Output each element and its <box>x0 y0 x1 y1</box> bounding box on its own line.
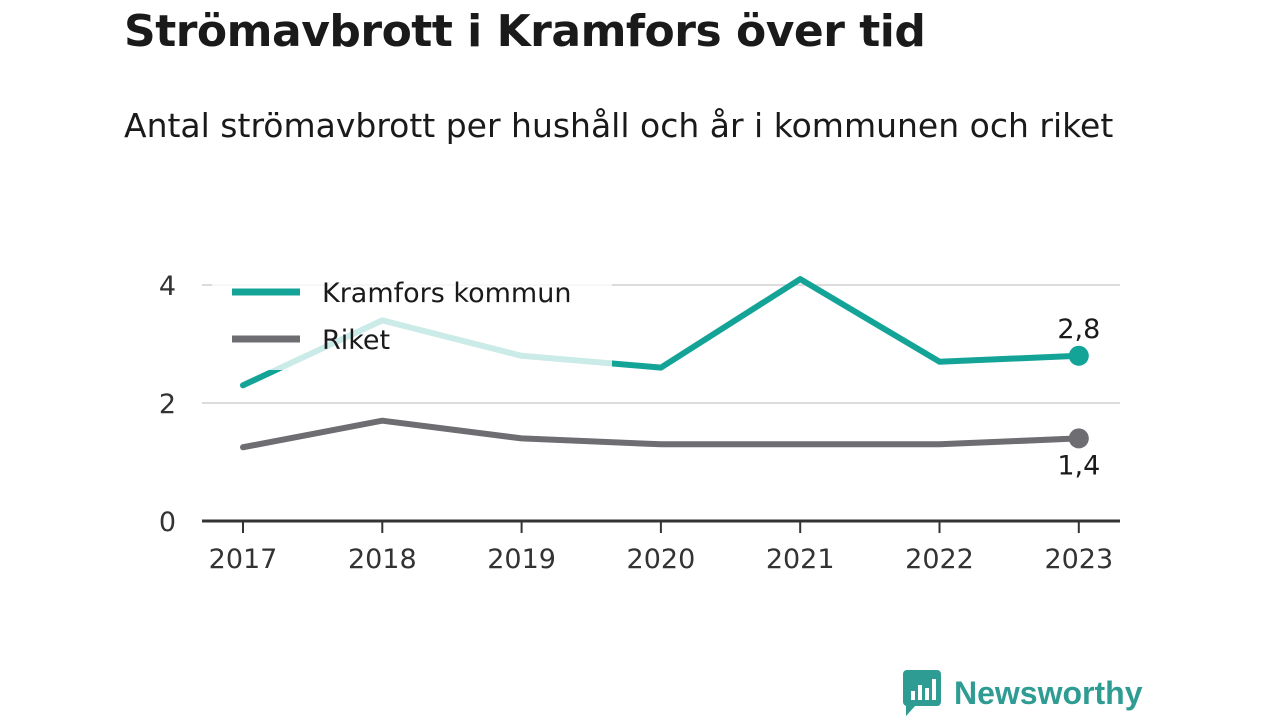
chart-subtitle: Antal strömavbrott per hushåll och år i … <box>124 106 1114 145</box>
y-tick-label: 4 <box>159 271 176 302</box>
end-label-kramfors: 2,8 <box>1057 314 1100 345</box>
x-tick-label: 2023 <box>1044 544 1113 575</box>
brand-name: Newsworthy <box>954 674 1143 711</box>
end-marker-riket <box>1068 428 1089 449</box>
line-chart: 0 2 4 2017 2018 2019 2020 2021 2022 2023 2,8 1,4 Kra… <box>158 262 1120 575</box>
series-line-riket <box>240 417 1082 451</box>
chart-title: Strömavbrott i Kramfors över tid <box>124 6 926 57</box>
x-tick-label: 2017 <box>209 544 278 575</box>
legend-background <box>212 262 612 370</box>
x-tick-label: 2018 <box>348 544 417 575</box>
x-tick-label: 2021 <box>766 544 835 575</box>
x-tick-label: 2022 <box>905 544 974 575</box>
end-label-riket: 1,4 <box>1057 450 1100 481</box>
end-marker-kramfors <box>1068 345 1089 366</box>
x-tick-label: 2019 <box>487 544 556 575</box>
y-tick-label: 2 <box>159 389 176 420</box>
legend-label: Riket <box>322 325 390 356</box>
x-tick-label: 2020 <box>627 544 696 575</box>
y-tick-label: 0 <box>159 507 176 538</box>
brand-logo: Newsworthy <box>902 670 1142 716</box>
legend-label: Kramfors kommun <box>322 278 571 309</box>
newsworthy-logo-icon <box>903 670 941 716</box>
